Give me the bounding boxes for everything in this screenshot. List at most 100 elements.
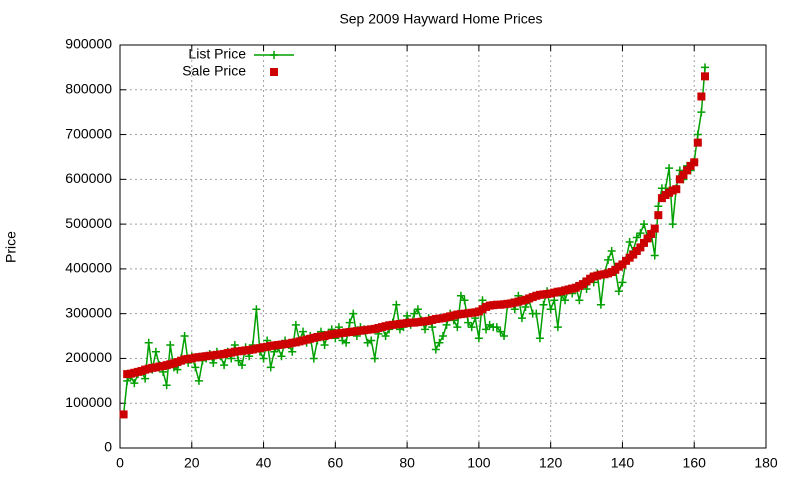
list-point [575,296,584,305]
list-point [460,296,469,305]
sale-point [650,224,659,233]
list-point [539,300,548,309]
sale-point [643,234,652,243]
sale-point [679,170,688,179]
list-point [700,63,709,72]
list-point [180,332,189,341]
list-point [209,358,218,367]
list-point [697,108,706,117]
y-tick-label: 200000 [65,349,112,365]
list-point [291,320,300,329]
list-point [439,332,447,341]
list-point [492,323,501,332]
list-point [668,220,677,229]
list-point [474,334,483,343]
list-point [166,341,175,350]
y-tick-label: 400000 [65,260,112,276]
list-point [345,318,354,327]
list-point [467,323,476,332]
list-point [220,361,229,370]
y-tick-label: 100000 [65,394,112,410]
sale-point [690,158,699,167]
list-point [561,296,570,305]
list-point [535,334,544,343]
list-point [453,323,462,332]
list-point [277,352,286,361]
list-point [238,361,247,370]
sale-point [654,211,663,220]
list-point [632,233,641,242]
sale-point [700,72,709,81]
list-point [532,309,541,318]
list-point [639,220,648,229]
list-point [456,291,465,300]
list-point [266,363,275,372]
list-point [403,311,412,320]
x-tick-label: 160 [683,455,707,471]
list-point [431,345,440,354]
sale-point [647,229,656,238]
list-point [614,287,623,296]
y-tick-label: 700000 [65,125,112,141]
y-tick-label: 800000 [65,80,112,96]
list-point [500,332,509,341]
list-point [381,332,390,341]
sale-point [693,138,702,147]
list-point [596,300,605,309]
list-point [252,305,261,314]
y-tick-label: 500000 [65,215,112,231]
legend-marker [270,68,278,76]
list-point [464,318,473,327]
list-point [553,323,562,332]
list-point [546,305,555,314]
sale-point [119,410,128,419]
sale-point [675,175,684,184]
sale-point [636,243,645,252]
y-tick-label: 900000 [65,36,112,52]
list-point [392,300,401,309]
list-point [517,314,526,323]
list-point [370,354,379,363]
list-point [342,338,351,347]
list-point [309,354,318,363]
list-point [421,325,430,334]
list-point [194,376,203,385]
sale-point [672,185,681,194]
x-tick-label: 0 [116,455,124,471]
x-tick-label: 140 [611,455,635,471]
y-axis-label: Price [3,231,19,263]
x-tick-label: 180 [754,455,778,471]
y-tick-label: 300000 [65,304,112,320]
list-point [234,356,243,365]
list-point [604,255,613,264]
list-point [654,202,663,211]
list-point [665,164,674,173]
x-tick-label: 20 [184,455,200,471]
x-tick-label: 80 [399,455,415,471]
list-point [288,347,297,356]
y-tick-label: 0 [104,439,112,455]
x-tick-label: 60 [328,455,344,471]
list-point [636,229,645,238]
list-point [693,130,702,139]
list-point [191,363,200,372]
list-point [442,320,451,329]
list-point [151,347,160,356]
list-point [625,238,634,247]
legend-label: Sale Price [182,63,246,79]
list-point [259,354,268,363]
list-point [320,341,329,350]
sale-point [639,238,648,247]
legend-marker [270,51,278,59]
list-point [607,246,616,255]
list-point [130,379,139,388]
x-tick-label: 120 [539,455,563,471]
list-point [550,296,559,305]
sale-point [697,92,706,101]
list-point [650,251,659,260]
x-tick-label: 40 [256,455,272,471]
list-point [410,309,419,318]
list-point [349,309,358,318]
list-point [618,278,627,287]
